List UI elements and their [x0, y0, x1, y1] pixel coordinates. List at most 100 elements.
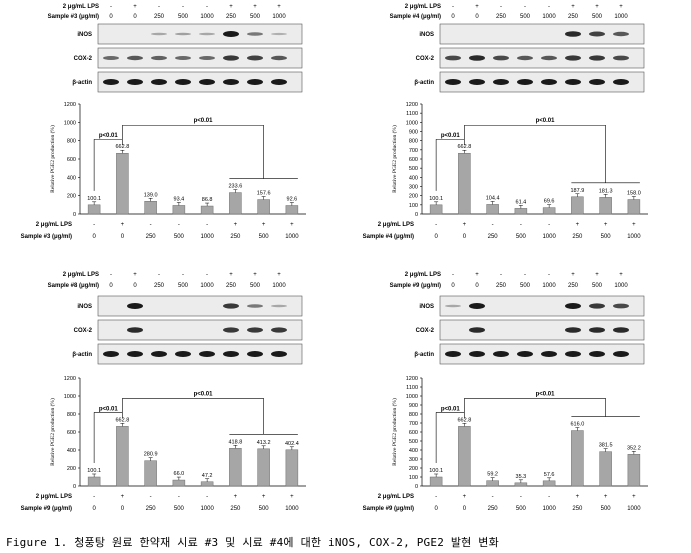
- lps-header-cell: +: [277, 272, 281, 278]
- data-label: 418.8: [228, 439, 242, 445]
- data-label: 61.4: [516, 199, 527, 205]
- data-label: 181.3: [599, 188, 613, 194]
- chart-svg: 2 μg/mL LPS Sample #9 (μg/ml) - + - - - + + +0 0 25…: [363, 272, 648, 512]
- y-tick-label: 100: [409, 475, 418, 481]
- bar: [514, 208, 528, 215]
- bar: [514, 482, 528, 487]
- figure-panel-sample-9: 2 μg/mL LPS Sample #9 (μg/ml) - + - - - + + +0 0 25…: [348, 268, 688, 530]
- bottom-lps-cell: +: [262, 494, 266, 500]
- bar: [542, 207, 556, 215]
- blot-band: [589, 351, 605, 357]
- bottom-lps-cell: +: [463, 222, 467, 228]
- data-label: 662.8: [115, 144, 129, 150]
- y-tick-label: 200: [67, 194, 76, 200]
- bottom-lps-cell: -: [206, 494, 208, 500]
- y-tick-label: 200: [67, 466, 76, 472]
- blot-band: [589, 303, 605, 309]
- blot-band: [589, 31, 605, 37]
- y-tick-label: 1000: [64, 120, 76, 126]
- y-tick-label: 1000: [406, 120, 418, 126]
- y-tick-label: 900: [409, 130, 418, 136]
- y-tick-label: 100: [409, 203, 418, 209]
- lps-header-label: 2 μg/mL LPS: [63, 4, 99, 10]
- blot-band: [469, 351, 485, 357]
- data-label: 158.0: [627, 191, 641, 197]
- blot-label-2: β-actin: [414, 352, 434, 358]
- blot-band: [271, 351, 287, 357]
- bottom-lps-cell: +: [576, 222, 580, 228]
- lps-header-cell: +: [619, 272, 623, 278]
- y-tick-label: 400: [409, 175, 418, 181]
- blot-band: [223, 31, 239, 37]
- blot-label-0: iNOS: [77, 32, 92, 38]
- data-label: 35.3: [516, 474, 527, 480]
- lps-header-cell: -: [110, 4, 112, 10]
- bottom-dose-cell: 500: [174, 234, 185, 240]
- blot-label-0: iNOS: [77, 304, 92, 310]
- lps-header-cell: -: [452, 272, 454, 278]
- blot-label-1: COX-2: [74, 56, 93, 62]
- data-label: 157.6: [257, 191, 271, 197]
- y-tick-label: 800: [409, 412, 418, 418]
- blot-band: [613, 327, 629, 333]
- dose-header-cell: 500: [250, 283, 261, 289]
- data-label: 100.1: [429, 196, 443, 202]
- data-label: 86.8: [202, 197, 213, 203]
- y-tick-label: 800: [67, 412, 76, 418]
- dose-header-cell: 250: [568, 283, 579, 289]
- lps-header-cell: -: [206, 4, 208, 10]
- bottom-lps-cell: +: [632, 222, 636, 228]
- dose-header-cell: 1000: [614, 14, 628, 20]
- sig-label-1: p<0.01: [441, 133, 461, 139]
- y-tick-label: 300: [409, 185, 418, 191]
- data-label: 92.6: [287, 197, 298, 203]
- data-label: 187.9: [570, 188, 584, 194]
- bar: [257, 199, 270, 215]
- blot-band: [247, 79, 263, 85]
- blot-band: [103, 79, 119, 85]
- lps-header-cell: +: [571, 272, 575, 278]
- bottom-lps-cell: +: [604, 494, 608, 500]
- lps-header-cell: -: [548, 272, 550, 278]
- bottom-lps-label: 2 μg/mL LPS: [36, 222, 72, 228]
- dose-header-cell: 250: [496, 14, 507, 20]
- lps-header-label: 2 μg/mL LPS: [405, 4, 441, 10]
- bottom-dose-cell: 250: [488, 234, 499, 240]
- bottom-lps-cell: +: [604, 222, 608, 228]
- y-tick-label: 1100: [406, 111, 418, 117]
- blot-band: [445, 55, 461, 61]
- bottom-lps-cell: -: [150, 494, 152, 500]
- bottom-lps-cell: +: [290, 222, 294, 228]
- bottom-lps-cell: +: [290, 494, 294, 500]
- data-label: 100.1: [87, 468, 101, 474]
- data-label: 100.1: [87, 196, 101, 202]
- data-label: 93.4: [174, 196, 185, 202]
- blot-band: [199, 56, 215, 60]
- blot-band: [565, 55, 581, 61]
- bar: [429, 204, 443, 215]
- blot-band: [199, 351, 215, 357]
- y-tick-label: 400: [409, 448, 418, 454]
- lps-header-cell: -: [110, 272, 112, 278]
- lps-header-cell: -: [500, 4, 502, 10]
- data-label: 59.2: [487, 472, 498, 478]
- data-label: 662.8: [457, 144, 471, 150]
- bottom-lps-cell: -: [435, 222, 437, 228]
- dose-header-cell: 250: [154, 283, 165, 289]
- lps-header-cell: -: [500, 272, 502, 278]
- dose-header-cell: 500: [178, 14, 189, 20]
- bar: [458, 152, 471, 215]
- y-tick-label: 0: [73, 212, 76, 218]
- blot-band: [613, 31, 629, 37]
- bottom-dose-cell: 0: [463, 234, 467, 240]
- bar: [599, 451, 612, 487]
- bottom-dose-cell: 1000: [542, 506, 556, 512]
- blot-label-2: β-actin: [414, 80, 434, 86]
- bottom-lps-cell: -: [93, 222, 95, 228]
- blot-frame: [97, 319, 303, 341]
- bottom-lps-cell: -: [520, 222, 522, 228]
- lps-header-cell: -: [182, 272, 184, 278]
- bottom-dose-cell: 500: [516, 506, 527, 512]
- sample-header-label: Sample #4 (μg/ml): [390, 14, 441, 20]
- bar: [116, 426, 129, 487]
